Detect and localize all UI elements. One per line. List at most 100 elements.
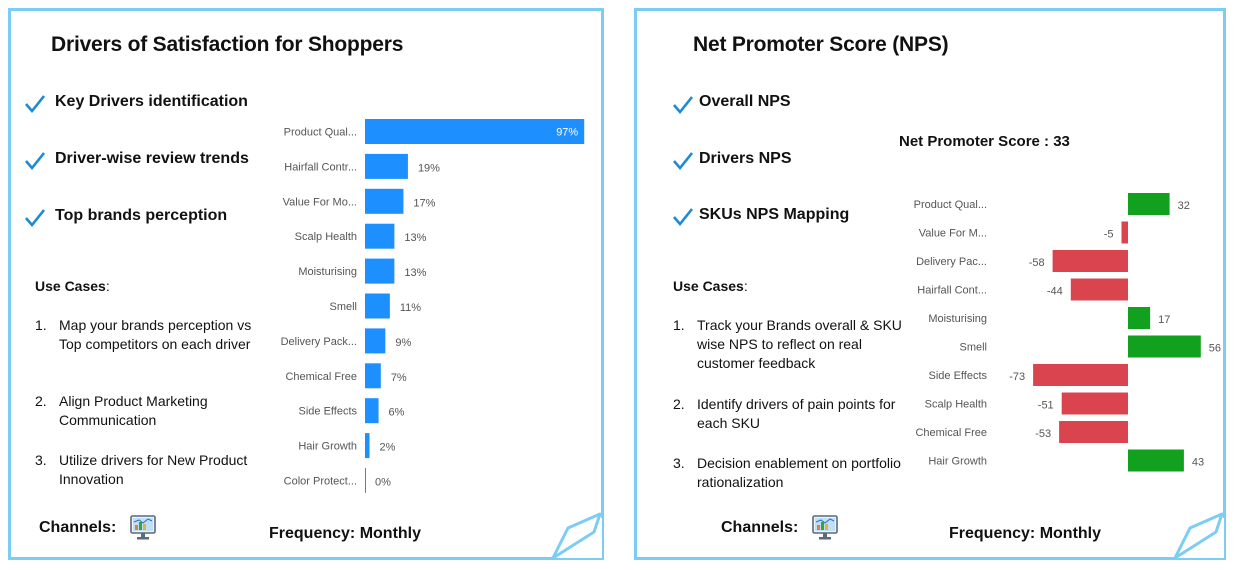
category-label: Moisturising [298,266,357,278]
value-label: 56 [1209,343,1221,355]
category-label: Chemical Free [285,371,357,383]
value-label: 2% [380,442,396,454]
bar [1128,193,1170,215]
value-label: -73 [1009,371,1025,383]
feature-sku-nps: SKUs NPS Mapping [699,206,850,223]
value-label: 7% [391,372,407,384]
bar [365,119,585,144]
category-label: Value For Mo... [283,196,357,208]
bar [365,223,395,249]
category-label: Scalp Health [925,399,987,411]
frequency: Frequency: Monthly [949,525,1102,542]
category-label: Hair Growth [928,456,987,468]
value-label: 0% [375,477,391,489]
value-label: 19% [418,162,440,174]
bar [1059,421,1128,443]
feature-key-drivers: Key Drivers identification [55,93,248,110]
use-case-item: 3. Decision enablement on portfolio ratio… [673,455,901,490]
value-label: 43 [1192,457,1204,469]
bar [1033,364,1128,386]
check-icon [673,96,693,114]
channels-label: Channels: [721,519,799,536]
value-label: -58 [1029,257,1045,269]
category-label: Smell [329,301,357,313]
bar [365,188,404,214]
bar [1052,250,1128,272]
nps-bar-chart: Product Qual... 32 Value For M... -5 Deliver… [914,193,1221,472]
category-label: Delivery Pack... [281,336,357,348]
check-icon [25,95,45,113]
monitor-icon [130,515,157,540]
value-label: 11% [400,302,421,314]
check-icon [25,209,45,227]
use-case-item: 1. Track your Brands overall & SKU wise N… [673,317,902,371]
bar [365,328,386,354]
feature-drivers-nps: Drivers NPS [699,150,792,167]
bar [1128,335,1201,358]
category-label: Hairfall Cont... [917,285,987,297]
bar [365,398,379,424]
bar [1128,307,1151,329]
category-label: Value For M... [919,228,987,240]
category-label: Hairfall Contr... [284,161,357,173]
category-label: Product Qual... [284,127,357,139]
value-label: 9% [395,337,411,349]
use-cases-heading: Use Cases: [35,278,110,294]
check-icon [673,208,693,226]
bar [365,433,370,459]
value-label: 17 [1158,314,1170,326]
use-case-item: 2. Identify drivers of pain points for ea… [673,396,896,431]
nps-card: Net Promoter Score (NPS) Overall NPS Dri… [634,8,1226,560]
nps-summary: Net Promoter Score : 33 [899,133,1070,150]
feature-brands-perception: Top brands perception [55,207,228,224]
category-label: Product Qual... [914,199,987,211]
channels-label: Channels: [39,519,117,536]
feature-review-trends: Driver-wise review trends [55,150,249,167]
use-cases-heading: Use Cases: [673,278,748,294]
category-label: Scalp Health [295,231,357,243]
category-label: Color Protect... [284,476,357,488]
frequency: Frequency: Monthly [269,525,422,542]
value-label: 13% [404,267,426,279]
category-label: Side Effects [929,370,988,382]
category-label: Moisturising [928,313,987,325]
channels: Channels: [721,513,840,543]
bar [1070,278,1128,301]
value-label: -51 [1038,400,1054,412]
category-label: Smell [959,342,987,354]
drivers-title: Drivers of Satisfaction for Shoppers [51,33,404,56]
category-label: Chemical Free [915,427,987,439]
category-label: Delivery Pac... [916,256,987,268]
value-label: 13% [404,232,426,244]
feature-overall-nps: Overall NPS [699,93,791,110]
value-label: 17% [413,197,435,209]
value-label: -53 [1035,428,1051,440]
value-label: -5 [1104,229,1114,241]
bar [1121,221,1128,244]
value-label: 6% [389,407,405,419]
drivers-card: Drivers of Satisfaction for Shoppers Key… [8,8,604,560]
bar [365,153,408,179]
bar [365,363,381,389]
category-label: Hair Growth [298,441,357,453]
bar [1128,449,1184,472]
use-case-item: 2. Align Product Marketing Communication [35,393,208,428]
page-fold [1174,512,1224,560]
bar [1061,392,1128,415]
value-label: 97% [556,127,578,139]
drivers-bar-chart: Product Qual... 97% Hairfall Contr... 19% Va… [281,119,585,493]
check-icon [25,152,45,170]
channels: Channels: [39,513,158,543]
page-fold [552,512,602,560]
value-label: 32 [1178,200,1190,212]
value-label: -44 [1047,286,1063,298]
nps-title: Net Promoter Score (NPS) [693,33,949,56]
use-case-item: 1. Map your brands perception vs Top comp… [35,317,252,352]
check-icon [673,152,693,170]
bar [365,468,366,493]
bar [365,293,390,319]
bar [365,258,395,284]
use-case-item: 3. Utilize drivers for New Product Innova… [35,452,248,487]
category-label: Side Effects [299,406,358,418]
monitor-icon [812,515,839,540]
